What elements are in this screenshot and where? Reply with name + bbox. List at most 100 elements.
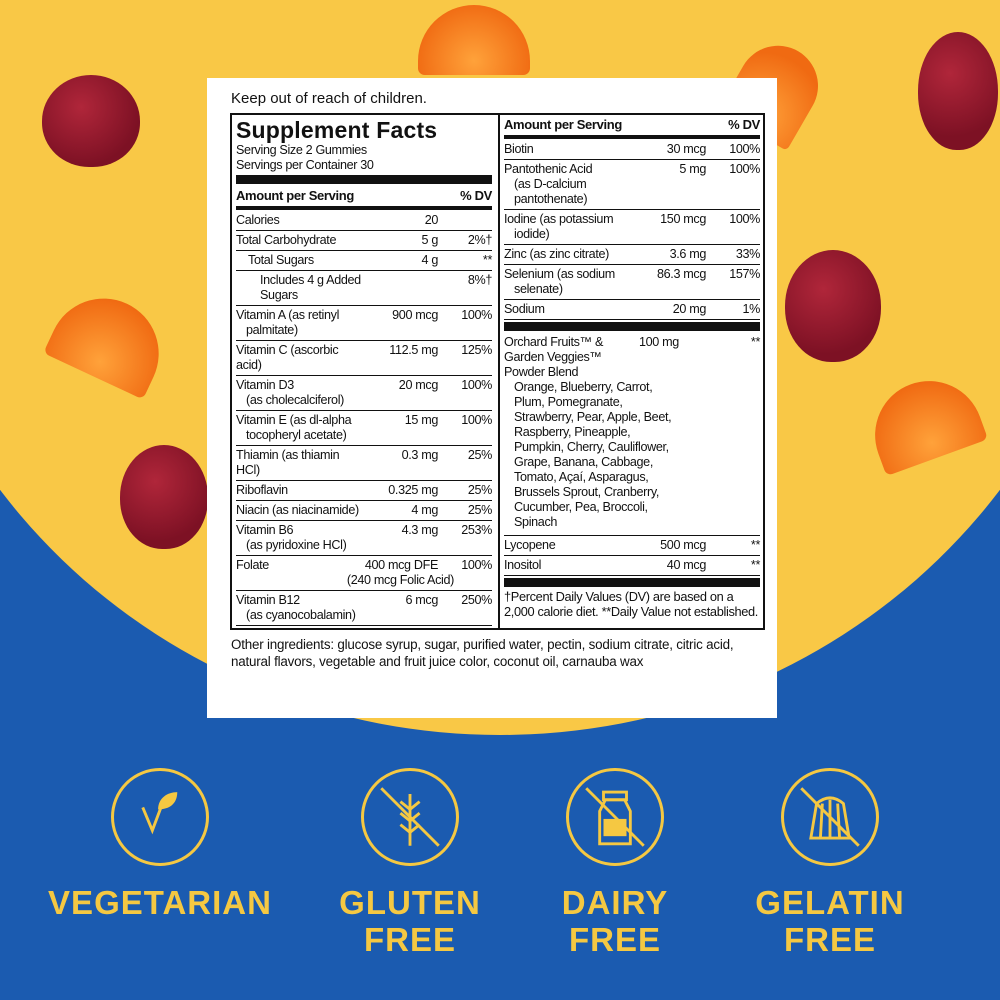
dv-header: % DV [460, 188, 492, 203]
label-panel [207, 78, 777, 718]
nutrient-name: Vitamin A (as retinyl palmitate) [236, 308, 364, 338]
nutrient-name: Biotin [504, 142, 632, 157]
nutrient-label: Niacin (as niacinamide) [236, 503, 359, 517]
nutrient-dv: 100% [729, 142, 760, 156]
nutrient-amount: 15 mg [404, 413, 439, 427]
nutrient-name: Pantothenic Acid (as D-calcium pantothena… [504, 162, 632, 207]
nutrient-dv: 100% [461, 558, 492, 572]
nutrient-label: Vitamin A (as retinyl [236, 308, 340, 322]
nutrient-name: Sodium [504, 302, 632, 317]
nutrient-amount: 500 mcg [660, 538, 706, 552]
nutrient-dv: ** [750, 538, 760, 552]
nutrient-name: Total Carbohydrate [236, 233, 364, 248]
table-header: Amount per Serving % DV [504, 115, 760, 134]
badge-gluten-free: GLUTEN FREE [290, 768, 530, 958]
amount-header: Amount per Serving [236, 188, 354, 203]
nutrient-label: Pantothenic Acid [504, 162, 593, 176]
divider [504, 135, 760, 139]
nutrient-amount: 86.3 mcg [656, 267, 706, 281]
table-row: Vitamin B12 (as cyanocobalamin) 6 mcg 250% [236, 591, 492, 626]
nutrient-name: Riboflavin [236, 483, 364, 498]
nutrient-dv: 25% [467, 448, 493, 462]
nutrient-source: tocopheryl acetate) [246, 428, 347, 442]
nutrient-dv: 100% [729, 162, 760, 176]
nutrient-source: selenate) [514, 282, 563, 296]
nutrient-label: Folate [236, 558, 269, 572]
table-row: Selenium (as sodium selenate) 86.3 mcg 157% [504, 265, 760, 300]
serving-size: Serving Size 2 Gummies [236, 143, 367, 157]
nutrient-label: Vitamin D3 [236, 378, 294, 392]
nutrient-dv: 100% [729, 212, 760, 226]
nutrient-amount: 4 mg [411, 503, 438, 517]
blend-ingredients: Orange, Blueberry, Carrot, Plum, Pomegra… [514, 380, 672, 529]
badge-gelatin-free: GELATIN FREE [710, 768, 950, 958]
nutrient-amount: 30 mcg [666, 142, 707, 156]
nutrient-name: Iodine (as potassium iodide) [504, 212, 632, 242]
nutrient-name: Folate [236, 558, 332, 573]
nutrient-amount [364, 273, 442, 303]
nutrient-name: Lycopene [504, 538, 632, 553]
divider [236, 175, 492, 184]
blend-dv: ** [750, 335, 760, 349]
nutrient-dv: 250% [461, 593, 492, 607]
amount-header: Amount per Serving [504, 117, 622, 132]
nutrient-dv: 8%† [467, 273, 493, 287]
table-row: Orchard Fruits™ & Garden Veggies™ Powder… [504, 333, 760, 536]
divider [236, 206, 492, 210]
table-row: Vitamin D3 (as cholecalciferol) 20 mcg 100% [236, 376, 492, 411]
cherry-gummy [42, 75, 140, 167]
nutrient-label: Vitamin B12 [236, 593, 300, 607]
nutrient-amount: 0.3 mg [401, 448, 439, 462]
table-row: Vitamin C (ascorbic acid) 112.5 mg 125% [236, 341, 492, 376]
nutrient-name: Includes 4 g Added Sugars [260, 273, 364, 303]
nutrient-label: Sodium [504, 302, 545, 316]
nutrient-amount: 5 mg [679, 162, 706, 176]
nutrient-name: Calories [236, 213, 364, 228]
nutrient-label: Vitamin E (as dl-alpha [236, 413, 352, 427]
nutrient-dv: 25% [467, 483, 493, 497]
nutrient-dv [442, 213, 492, 228]
nutrient-amount: 900 mcg [392, 308, 438, 322]
nutrient-dv: 1% [742, 302, 760, 316]
cherry-gummy [918, 32, 998, 150]
nutrient-amount: 4.3 mg [401, 523, 439, 537]
nutrient-name: Total Sugars [248, 253, 364, 268]
blend-name: Orchard Fruits™ & Garden Veggies™ Powder… [504, 335, 604, 379]
nutrient-name: Vitamin C (ascorbic acid) [236, 343, 364, 373]
nutrient-label: Lycopene [504, 538, 556, 552]
table-row: Iodine (as potassium iodide) 150 mcg 100% [504, 210, 760, 245]
nutrient-amount: 400 mcg DFE [364, 558, 438, 572]
nutrient-name: Niacin (as niacinamide) [236, 503, 364, 518]
table-row: Vitamin E (as dl-alpha tocopheryl acetate… [236, 411, 492, 446]
nutrient-dv: 157% [729, 267, 760, 281]
supplement-facts-table: Supplement Facts Serving Size 2 Gummies … [230, 113, 765, 630]
nutrient-source: iodide) [514, 227, 550, 241]
nutrient-dv: 2%† [467, 233, 493, 247]
nutrient-label: Calories [236, 213, 280, 227]
table-row: Lycopene 500 mcg ** [504, 536, 760, 556]
nutrient-amount: 6 mcg [405, 593, 438, 607]
no-wheat-icon [361, 768, 459, 866]
table-row: Folate 400 mcg DFE 100% (240 mcg Folic Acid… [236, 556, 492, 591]
footnote: †Percent Daily Values (DV) are based on … [504, 589, 759, 619]
nutrient-amount: 20 mcg [398, 378, 439, 392]
cherry-gummy [785, 250, 881, 362]
nutrient-label: Includes 4 g Added Sugars [260, 273, 361, 302]
servings-per-container: Servings per Container 30 [236, 158, 374, 172]
nutrient-label: Iodine (as potassium [504, 212, 614, 226]
badge-label: GLUTEN FREE [339, 884, 481, 958]
nutrient-amount: 5 g [421, 233, 439, 247]
blend-amount: 100 mg [639, 335, 679, 349]
nutrient-dv: 25% [467, 503, 493, 517]
table-row: Zinc (as zinc citrate) 3.6 mg 33% [504, 245, 760, 265]
leaf-icon [111, 768, 209, 866]
table-row: Niacin (as niacinamide) 4 mg 25% [236, 501, 492, 521]
nutrient-name: Zinc (as zinc citrate) [504, 247, 632, 262]
nutrient-label: Total Sugars [248, 253, 314, 267]
left-column: Supplement Facts Serving Size 2 Gummies … [236, 115, 492, 628]
no-gelatin-icon [781, 768, 879, 866]
nutrient-source: (as pyridoxine HCl) [246, 538, 347, 552]
nutrient-name: Vitamin D3 (as cholecalciferol) [236, 378, 364, 408]
dv-header: % DV [728, 117, 760, 132]
table-row: Total Carbohydrate 5 g 2%† [236, 231, 492, 251]
